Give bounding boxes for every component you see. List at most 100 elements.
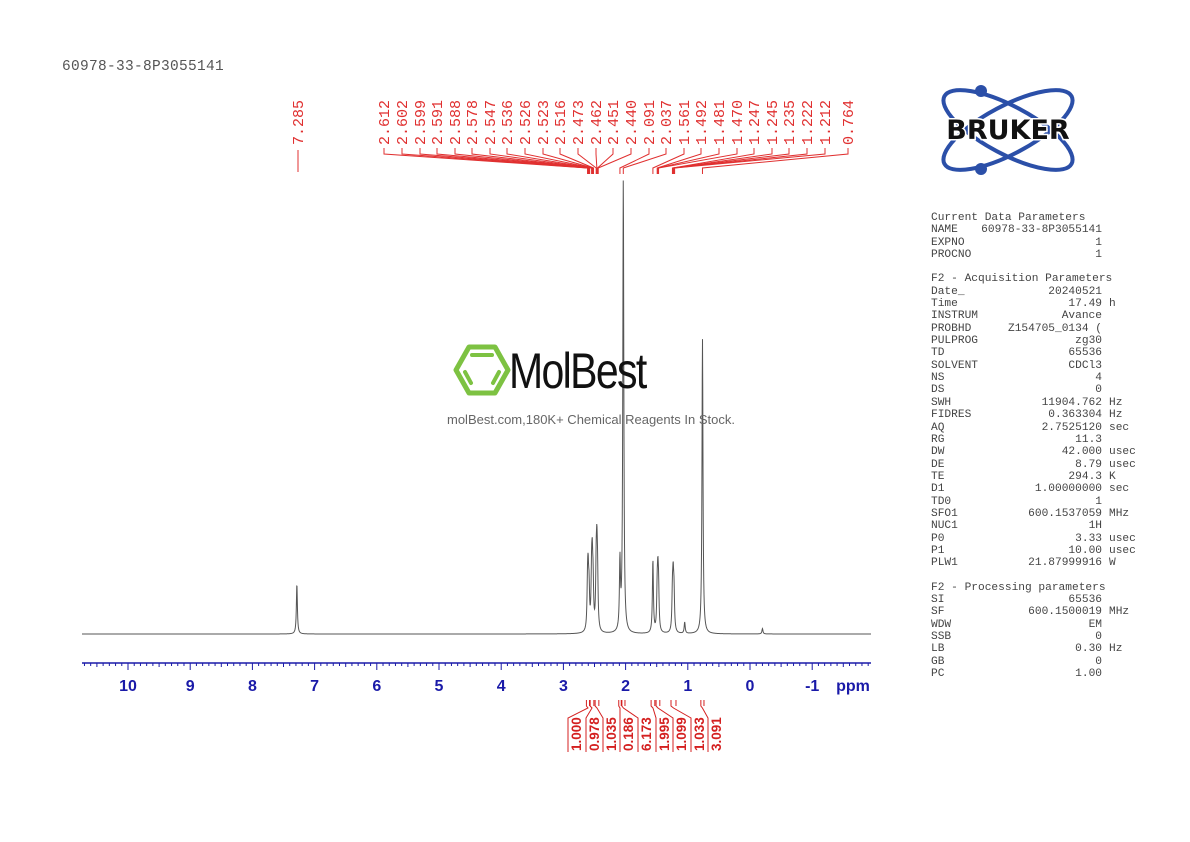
param-key: PROCNO (931, 249, 972, 262)
param-value: Z154705_0134 ( (1008, 322, 1102, 335)
param-key: AQ (931, 421, 945, 434)
param-unit: usec (1109, 446, 1136, 459)
axis-tick-label: -1 (805, 678, 819, 695)
peak-label: 1.561 (677, 100, 694, 145)
param-value: 1 (1095, 495, 1102, 508)
peak-label: 1.235 (782, 100, 799, 145)
axis-tick-label: 4 (497, 678, 506, 695)
benzene-logo-icon (453, 344, 511, 396)
param-unit (1102, 237, 1109, 249)
param-row: DE 8.79 usec (931, 459, 1136, 471)
nmr-spectrum-chart: 7.285 2.612 2.602 2.599 2.591 2.588 2.578 2.547… (82, 100, 871, 752)
axis-tick-label: 10 (119, 678, 137, 695)
param-key: PROBHD (931, 322, 972, 335)
peak-label: 2.612 (377, 100, 394, 145)
param-key: TD0 (931, 495, 952, 508)
peak-label: 2.462 (589, 100, 606, 145)
param-unit: usec (1109, 544, 1136, 557)
param-key: SWH (931, 396, 952, 409)
param-value: 294.3 (1068, 470, 1102, 483)
param-key: P0 (931, 532, 945, 545)
param-key: NAME (931, 224, 958, 237)
param-key: PLW1 (931, 557, 958, 570)
param-value: 0 (1095, 384, 1102, 397)
param-unit (1102, 347, 1109, 359)
molbest-watermark: MolBest molBest.com,180K+ Chemical Reage… (447, 340, 747, 440)
peak-label: 2.037 (659, 100, 676, 145)
param-value: EM (1088, 618, 1102, 631)
integral-value: 3.091 (709, 717, 724, 751)
param-value: 600.1537059 (1028, 507, 1102, 520)
param-unit: sec (1109, 421, 1130, 434)
param-unit (1102, 594, 1109, 606)
axis-tick-label: 2 (621, 678, 630, 695)
molbest-brand: MolBest (509, 343, 647, 399)
param-row: SFO1 600.1537059 MHz (931, 508, 1136, 520)
param-row: SI 65536 (931, 594, 1136, 606)
param-value: 65536 (1068, 347, 1102, 360)
param-row: SWH 11904.762 Hz (931, 397, 1136, 409)
peak-label: 1.245 (765, 100, 782, 145)
param-value: 17.49 (1068, 298, 1102, 311)
param-key: LB (931, 643, 945, 656)
param-value: 11904.762 (1041, 396, 1102, 409)
peak-label: 2.473 (571, 100, 588, 145)
param-unit: MHz (1109, 507, 1130, 520)
peak-label: 1.247 (747, 100, 764, 145)
param-unit (1102, 360, 1109, 372)
peak-label: 0.764 (841, 100, 858, 145)
param-row: DW 42.000 usec (931, 446, 1136, 458)
param-value: 1 (1095, 249, 1102, 262)
integral-value: 0.186 (621, 717, 636, 751)
param-unit: K (1109, 470, 1116, 483)
peak-label: 2.523 (536, 100, 553, 145)
param-row: Time 17.49 h (931, 298, 1136, 310)
param-value: 60978-33-8P3055141 (981, 224, 1102, 237)
param-value: CDCl3 (1068, 359, 1102, 372)
peak-label: 1.492 (694, 100, 711, 145)
ppm-axis: 10 9 8 7 6 5 4 3 2 1 0 -1 ppm (82, 662, 871, 695)
param-unit (1102, 323, 1109, 335)
param-unit (1102, 668, 1109, 680)
param-value: 4 (1095, 372, 1102, 385)
param-key: SSB (931, 631, 952, 643)
integral-value: 1.035 (604, 717, 619, 751)
param-row: Date_ 20240521 (931, 286, 1136, 298)
param-row: TD 65536 (931, 347, 1136, 359)
param-row: EXPNO 1 (931, 237, 1136, 249)
param-section-title: F2 - Processing parameters (931, 581, 1106, 594)
peak-label: 1.481 (712, 100, 729, 145)
param-row: SF 600.1500019 MHz (931, 606, 1136, 618)
param-key: P1 (931, 544, 945, 557)
param-unit (1102, 619, 1109, 631)
param-value: 0 (1095, 631, 1102, 643)
param-unit: h (1109, 298, 1116, 311)
param-value: 11.3 (1075, 433, 1102, 446)
param-row: TE 294.3 K (931, 471, 1136, 483)
param-value: 1.00000000 (1034, 483, 1102, 496)
param-section-title: Current Data Parameters (931, 212, 1086, 224)
axis-tick-label: 0 (746, 678, 755, 695)
param-row: FIDRES 0.363304 Hz (931, 409, 1136, 421)
param-row: PULPROG zg30 (931, 335, 1136, 347)
axis-tick-label: 6 (372, 678, 381, 695)
param-unit: W (1109, 557, 1116, 570)
param-key: DW (931, 446, 945, 459)
param-unit: Hz (1109, 643, 1123, 656)
peak-label: 2.588 (448, 100, 465, 145)
param-row: AQ 2.7525120 sec (931, 422, 1136, 434)
param-section-title: F2 - Acquisition Parameters (931, 273, 1113, 286)
peak-label: 2.536 (500, 100, 517, 145)
param-unit (1102, 335, 1109, 347)
param-row: TD0 1 (931, 496, 1136, 508)
param-row: INSTRUM Avance (931, 310, 1136, 322)
param-value: zg30 (1075, 335, 1102, 348)
param-key: TD (931, 347, 945, 360)
sample-title: 60978-33-8P3055141 (62, 59, 225, 75)
param-row: NUC1 1H (931, 520, 1136, 532)
param-row: SOLVENT CDCl3 (931, 360, 1136, 372)
param-unit (1102, 372, 1109, 384)
param-unit (1102, 631, 1109, 643)
acquisition-parameters-panel: Current Data Parameters NAME 60978-33-8P30… (931, 212, 1136, 692)
param-value: 10.00 (1068, 544, 1102, 557)
